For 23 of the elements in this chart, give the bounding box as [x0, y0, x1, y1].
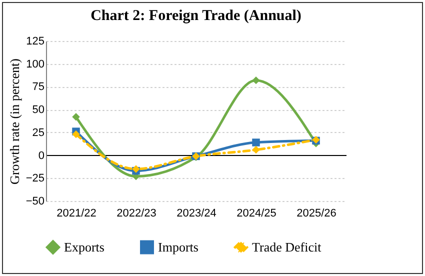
y-tick-label: 25 [32, 126, 44, 139]
point [252, 146, 260, 154]
y-tick-label: 125 [26, 36, 44, 48]
legend-label: Trade Deficit [252, 239, 322, 254]
y-tick-label: 0 [38, 150, 44, 162]
y-tick-label: −50 [26, 196, 44, 208]
x-tick-label: 2022/23 [116, 208, 156, 220]
point [72, 130, 80, 138]
x-tick-label: 2023/24 [176, 208, 216, 220]
x-tick-label: 2025/26 [296, 208, 336, 220]
y-tick-label: 50 [32, 104, 44, 116]
chart-title: Chart 2: Foreign Trade (Annual) [90, 8, 302, 24]
y-tick-label: 100 [26, 58, 44, 70]
x-tick-label: 2024/25 [236, 208, 276, 220]
y-axis-title: Growth rate (in percent) [6, 58, 22, 184]
legend-label: Exports [64, 239, 104, 254]
legend-label: Imports [158, 239, 198, 254]
point [252, 76, 260, 84]
y-tick-label: −25 [26, 172, 44, 185]
point [252, 138, 260, 146]
y-tick-label: 75 [32, 81, 44, 94]
point [72, 113, 80, 121]
x-tick-label: 2021/22 [56, 208, 96, 220]
